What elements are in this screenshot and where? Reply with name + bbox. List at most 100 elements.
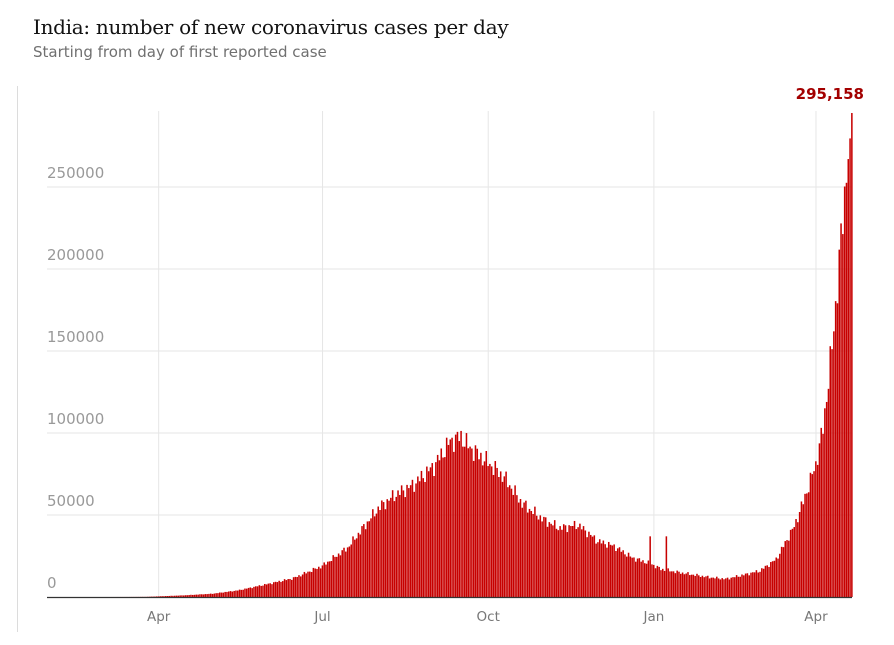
daily-case-bar — [800, 501, 803, 597]
daily-case-bar — [694, 575, 696, 597]
daily-case-bar — [644, 563, 646, 597]
daily-case-bar — [463, 446, 466, 597]
daily-case-bar — [712, 577, 714, 597]
daily-case-bar — [553, 520, 556, 597]
daily-case-bar — [851, 113, 853, 597]
daily-case-bar — [478, 459, 480, 597]
daily-case-bar — [481, 465, 484, 597]
daily-case-bar — [409, 485, 412, 597]
daily-case-bar — [406, 484, 408, 597]
daily-case-bar — [598, 539, 601, 597]
daily-case-bar — [190, 594, 192, 597]
daily-case-bar — [343, 547, 345, 597]
daily-case-bar — [669, 571, 671, 597]
daily-case-bar — [681, 572, 684, 597]
daily-case-bar — [743, 575, 745, 597]
daily-case-bar — [530, 510, 533, 597]
daily-case-bar — [798, 512, 801, 597]
daily-case-bar — [761, 568, 763, 597]
daily-case-bar — [579, 523, 581, 597]
daily-case-bar — [354, 539, 356, 597]
daily-case-bar — [775, 557, 777, 597]
daily-case-bar — [721, 578, 723, 597]
daily-case-bar — [840, 223, 842, 598]
daily-case-bar — [662, 568, 664, 597]
daily-case-bar — [164, 596, 167, 597]
daily-case-bar — [622, 550, 624, 597]
daily-case-bar — [797, 522, 799, 597]
daily-case-bar — [609, 544, 612, 597]
daily-case-bar — [424, 481, 426, 597]
annotations: 295,158 — [796, 85, 864, 103]
daily-case-bar — [620, 551, 623, 597]
daily-case-bar — [159, 596, 162, 597]
daily-case-bar — [660, 570, 662, 597]
daily-case-bar — [633, 557, 635, 597]
daily-case-bar — [197, 594, 199, 597]
daily-case-bar — [811, 474, 814, 597]
daily-case-bar — [699, 577, 702, 597]
daily-case-bar — [667, 568, 669, 597]
daily-case-bar — [725, 578, 727, 597]
daily-case-bar — [588, 531, 590, 597]
daily-case-bar — [442, 457, 444, 597]
daily-case-bar — [492, 474, 495, 597]
daily-case-bar — [499, 471, 502, 597]
daily-case-bar — [624, 554, 626, 597]
daily-case-bar — [807, 492, 810, 597]
daily-case-bar — [737, 576, 740, 597]
daily-case-bar — [806, 493, 808, 597]
daily-case-bar — [431, 463, 434, 597]
daily-case-bar — [309, 571, 311, 597]
daily-case-bar — [361, 526, 363, 597]
daily-case-bar — [779, 553, 781, 597]
daily-case-bar — [391, 490, 394, 597]
daily-case-bar — [831, 349, 833, 597]
daily-case-bar — [791, 528, 794, 597]
daily-case-bar — [654, 568, 657, 597]
daily-case-bar — [321, 565, 324, 597]
daily-case-bar — [606, 547, 608, 597]
daily-case-bar — [456, 431, 459, 597]
daily-case-bar — [795, 519, 797, 597]
daily-case-bar — [514, 485, 516, 597]
daily-case-bar — [768, 566, 770, 597]
daily-case-bar — [645, 563, 648, 597]
daily-case-bar — [649, 536, 651, 597]
y-tick-label: 100000 — [47, 410, 104, 428]
daily-case-bar — [849, 138, 851, 598]
daily-case-bar — [548, 522, 551, 597]
daily-case-bar — [400, 485, 403, 597]
daily-case-bar — [498, 477, 500, 597]
daily-case-bar — [318, 566, 320, 597]
daily-case-bar — [519, 499, 522, 597]
daily-case-bar — [238, 589, 241, 597]
daily-case-bar — [748, 575, 750, 597]
daily-case-bar — [625, 556, 628, 597]
daily-case-bar — [341, 550, 343, 597]
daily-case-bar — [226, 591, 228, 597]
daily-case-bar — [458, 441, 461, 597]
daily-case-bar — [357, 532, 360, 597]
daily-case-bar — [591, 536, 594, 597]
x-tick-label: Jul — [313, 609, 330, 625]
daily-case-bar — [155, 596, 158, 597]
y-tick-label: 250000 — [47, 164, 104, 182]
daily-case-bar — [433, 476, 435, 597]
daily-case-bar — [701, 575, 704, 597]
daily-case-bar — [525, 500, 527, 597]
daily-case-bar — [218, 592, 221, 597]
daily-case-bar — [640, 561, 642, 597]
daily-case-bar — [240, 589, 243, 597]
daily-case-bar — [296, 577, 298, 597]
daily-case-bar — [651, 564, 653, 597]
daily-case-bar — [818, 443, 821, 597]
daily-case-bar — [330, 560, 333, 597]
daily-case-bar — [182, 595, 185, 597]
daily-case-bar — [723, 579, 725, 597]
daily-case-bar — [438, 460, 441, 597]
daily-case-bar — [730, 577, 732, 597]
daily-case-bar — [200, 594, 203, 597]
daily-case-bar — [404, 497, 407, 597]
daily-case-bar — [251, 588, 253, 597]
